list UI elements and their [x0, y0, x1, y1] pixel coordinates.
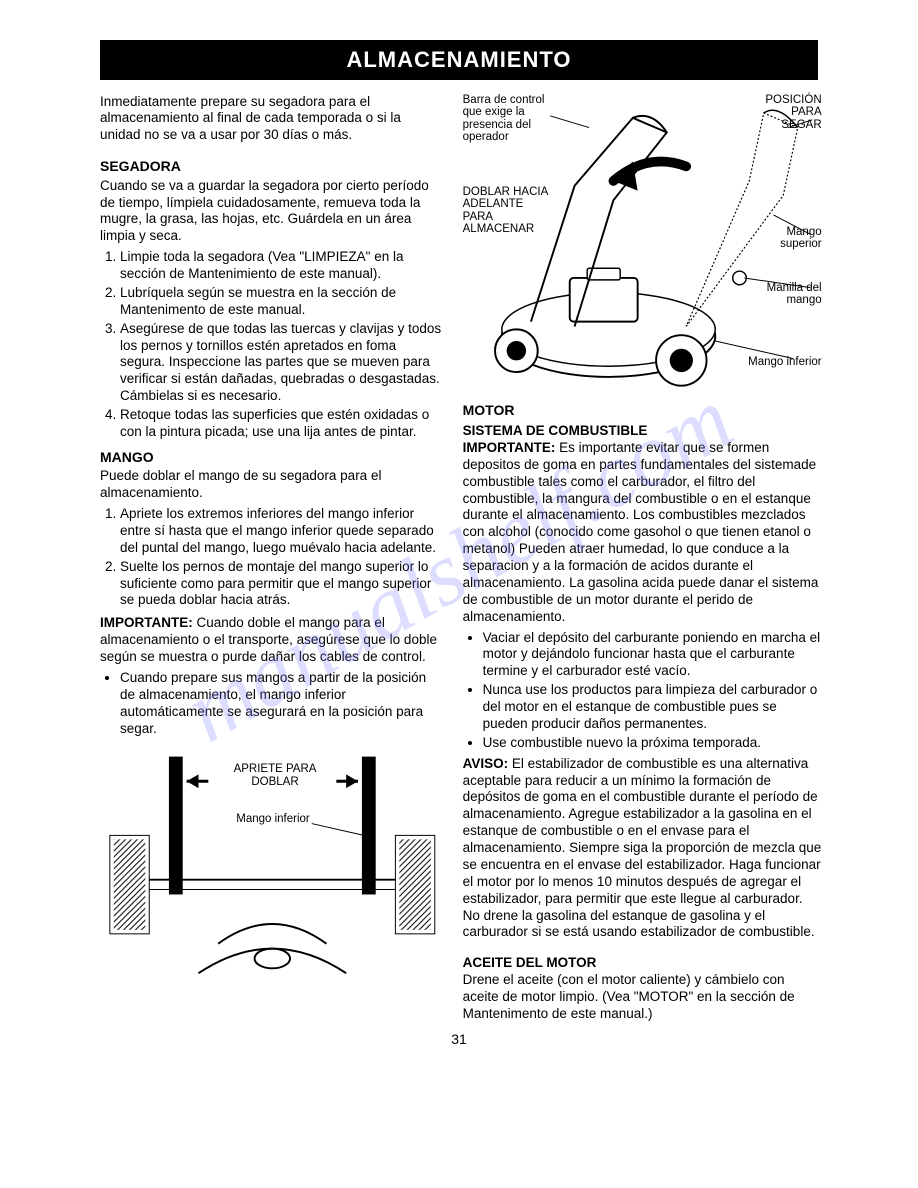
importante-label: IMPORTANTE:: [463, 440, 556, 455]
mango-bullet: Cuando prepare sus mangos a partir de la…: [120, 670, 445, 738]
diagram-mower: Barra de control que exige la presencia …: [463, 94, 822, 394]
segadora-item: Limpie toda la segadora (Vea "LIMPIEZA" …: [120, 249, 445, 283]
segadora-heading: SEGADORA: [100, 158, 445, 176]
motor-importante: IMPORTANTE: Es importante evitar que se …: [463, 440, 822, 626]
page-number: 31: [100, 1031, 818, 1049]
segadora-list: Limpie toda la segadora (Vea "LIMPIEZA" …: [100, 249, 445, 441]
segadora-para: Cuando se va a guardar la segadora por c…: [100, 178, 445, 246]
segadora-item: Lubríquela según se muestra en la secció…: [120, 285, 445, 319]
aceite-heading: ACEITE DEL MOTOR: [463, 955, 822, 972]
mango-item: Apriete los extremos inferiores del mang…: [120, 506, 445, 557]
mango-heading: MANGO: [100, 449, 445, 467]
diagram-fold-handle: APRIETE PARA DOBLAR Mango inferior: [100, 745, 445, 975]
diagram1-label-doblar: DOBLAR HACIA ADELANTE PARA ALMACENAR: [463, 186, 548, 237]
diagram1-label-manilla: Manilla del mango: [757, 282, 822, 307]
diagram1-label-mango-inf: Mango inferior: [732, 356, 822, 369]
sistema-heading: SISTEMA DE COMBUSTIBLE: [463, 423, 822, 440]
aviso-text: El estabilizador de combustible es una a…: [463, 756, 822, 940]
content-columns: Inmediatamente prepare su segadora para …: [100, 94, 818, 1027]
importante-label: IMPORTANTE:: [100, 615, 193, 630]
motor-bullet: Vaciar el depósito del carburante ponien…: [483, 630, 822, 681]
section-header: ALMACENAMIENTO: [100, 40, 818, 80]
diagram1-label-mango-sup: Mango superior: [767, 226, 822, 251]
aviso-label: AVISO:: [463, 756, 509, 771]
segadora-item: Retoque todas las superficies que estén …: [120, 407, 445, 441]
mango-list: Apriete los extremos inferiores del mang…: [100, 506, 445, 609]
motor-heading: MOTOR: [463, 402, 822, 420]
motor-bullet: Use combustible nuevo la próxima tempora…: [483, 735, 822, 752]
diagram2-label-mango-inf: Mango inferior: [228, 813, 318, 826]
diagram1-label-barra: Barra de control que exige la presencia …: [463, 94, 548, 145]
mango-bullets: Cuando prepare sus mangos a partir de la…: [100, 670, 445, 738]
motor-bullet: Nunca use los productos para limpieza de…: [483, 682, 822, 733]
right-column: Barra de control que exige la presencia …: [463, 94, 822, 1027]
intro-paragraph: Inmediatamente prepare su segadora para …: [100, 94, 445, 145]
mango-item: Suelte los pernos de montaje del mango s…: [120, 559, 445, 610]
importante-text: Es importante evitar que se formen depos…: [463, 440, 819, 624]
diagram1-label-posicion: POSICIÓN PARA SEGAR: [752, 94, 822, 132]
segadora-item: Asegúrese de que todas las tuercas y cla…: [120, 321, 445, 405]
left-column: Inmediatamente prepare su segadora para …: [100, 94, 445, 1027]
motor-bullets: Vaciar el depósito del carburante ponien…: [463, 630, 822, 752]
mango-importante: IMPORTANTE: Cuando doble el mango para e…: [100, 615, 445, 666]
diagram2-label-apriete: APRIETE PARA DOBLAR: [220, 763, 330, 788]
mango-para: Puede doblar el mango de su segadora par…: [100, 468, 445, 502]
aceite-text: Drene el aceite (con el motor caliente) …: [463, 972, 822, 1023]
motor-aviso: AVISO: El estabilizador de combustible e…: [463, 756, 822, 942]
